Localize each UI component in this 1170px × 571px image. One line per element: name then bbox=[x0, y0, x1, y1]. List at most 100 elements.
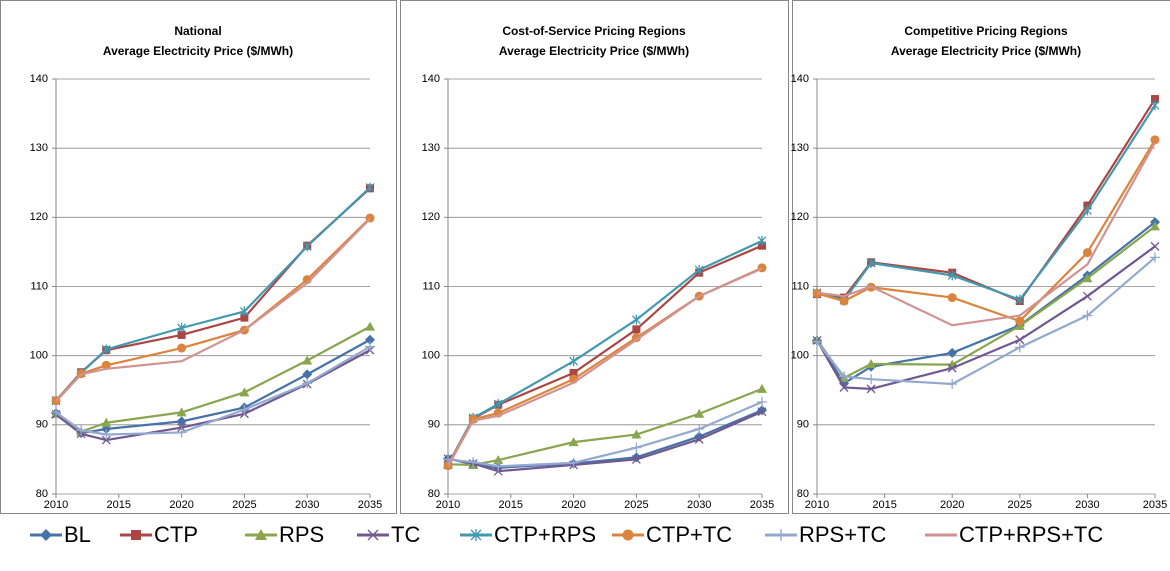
x-tick-label: 2020 bbox=[169, 499, 193, 511]
series-line bbox=[55, 345, 371, 436]
y-tick-label: 90 bbox=[36, 419, 48, 431]
marker bbox=[239, 306, 249, 317]
x-tick-label: 2015 bbox=[107, 499, 131, 511]
legend-label: RPS bbox=[279, 522, 324, 547]
marker bbox=[239, 387, 250, 397]
marker bbox=[365, 182, 375, 193]
marker bbox=[493, 399, 503, 410]
marker bbox=[631, 429, 642, 439]
marker bbox=[302, 378, 313, 389]
marker bbox=[470, 529, 482, 541]
chart-title: Average Electricity Price ($/MWh) bbox=[103, 44, 293, 58]
marker bbox=[694, 434, 704, 444]
marker bbox=[302, 241, 312, 252]
series-line bbox=[816, 104, 1156, 302]
marker bbox=[177, 330, 186, 339]
marker bbox=[1082, 205, 1092, 216]
marker bbox=[757, 235, 767, 246]
y-tick-label: 110 bbox=[30, 280, 48, 292]
x-tick-label: 2030 bbox=[687, 499, 711, 511]
marker bbox=[240, 313, 249, 322]
y-tick-label: 100 bbox=[791, 350, 809, 362]
y-tick-label: 100 bbox=[30, 350, 48, 362]
marker bbox=[775, 529, 787, 541]
y-tick-label: 110 bbox=[422, 280, 440, 292]
y-tick-label: 120 bbox=[422, 211, 440, 223]
x-tick-label: 2025 bbox=[1008, 499, 1032, 511]
x-tick-label: 2025 bbox=[232, 499, 256, 511]
marker bbox=[493, 461, 504, 472]
x-tick-label: 2035 bbox=[1143, 499, 1167, 511]
series-line bbox=[55, 217, 371, 403]
x-tick-label: 2010 bbox=[805, 499, 829, 511]
y-tick-label: 130 bbox=[422, 142, 440, 154]
legend-label: CTP bbox=[154, 522, 198, 547]
marker bbox=[866, 384, 876, 394]
marker bbox=[131, 530, 141, 540]
marker bbox=[1015, 316, 1025, 326]
marker bbox=[757, 397, 767, 408]
series-line bbox=[816, 98, 1156, 303]
marker bbox=[365, 341, 375, 352]
marker bbox=[255, 529, 267, 540]
x-tick-label: 2035 bbox=[358, 499, 382, 511]
y-tick-label: 120 bbox=[30, 211, 48, 223]
marker bbox=[947, 270, 957, 281]
marker bbox=[176, 427, 187, 438]
y-tick-label: 130 bbox=[30, 142, 48, 154]
x-tick-label: 2015 bbox=[499, 499, 523, 511]
marker bbox=[839, 296, 849, 306]
marker bbox=[1150, 221, 1160, 231]
marker bbox=[631, 333, 641, 343]
marker bbox=[632, 325, 641, 334]
y-tick-label: 110 bbox=[791, 280, 809, 292]
y-tick-label: 90 bbox=[428, 419, 440, 431]
marker bbox=[493, 455, 504, 465]
marker bbox=[101, 417, 112, 427]
series-line bbox=[816, 221, 1156, 385]
y-tick-label: 120 bbox=[791, 211, 809, 223]
y-tick-label: 140 bbox=[791, 73, 809, 85]
marker bbox=[947, 379, 958, 390]
marker bbox=[947, 363, 957, 373]
marker bbox=[866, 358, 877, 368]
x-tick-label: 2020 bbox=[561, 499, 585, 511]
marker bbox=[1150, 241, 1160, 251]
series-line bbox=[816, 142, 1156, 327]
marker bbox=[367, 529, 379, 541]
marker bbox=[468, 414, 478, 424]
marker bbox=[468, 457, 479, 468]
marker bbox=[177, 343, 187, 353]
marker bbox=[1150, 135, 1160, 145]
marker bbox=[694, 408, 705, 418]
y-tick-label: 140 bbox=[422, 73, 440, 85]
marker bbox=[365, 334, 375, 345]
marker bbox=[176, 416, 187, 427]
marker bbox=[1151, 95, 1159, 104]
marker bbox=[176, 407, 187, 417]
x-tick-label: 2025 bbox=[624, 499, 648, 511]
marker bbox=[694, 264, 704, 275]
y-tick-label: 80 bbox=[797, 488, 809, 500]
x-tick-label: 2015 bbox=[872, 499, 896, 511]
x-tick-label: 2020 bbox=[940, 499, 964, 511]
legend-label: RPS+TC bbox=[799, 522, 887, 547]
marker bbox=[1082, 273, 1093, 283]
panel-frame bbox=[400, 0, 789, 514]
marker bbox=[101, 429, 112, 440]
marker bbox=[866, 257, 876, 268]
marker bbox=[239, 404, 250, 415]
marker bbox=[812, 336, 822, 347]
y-tick-label: 80 bbox=[36, 488, 48, 500]
legend-label: BL bbox=[64, 522, 91, 547]
y-tick-label: 130 bbox=[791, 142, 809, 154]
legend-label: CTP+RPS bbox=[494, 522, 596, 547]
marker bbox=[1082, 248, 1092, 258]
marker bbox=[631, 442, 642, 453]
series-line bbox=[447, 267, 763, 467]
y-tick-label: 140 bbox=[30, 73, 48, 85]
x-tick-label: 2035 bbox=[750, 499, 774, 511]
marker bbox=[1014, 342, 1025, 353]
legend-label: TC bbox=[391, 522, 420, 547]
marker bbox=[302, 369, 313, 380]
